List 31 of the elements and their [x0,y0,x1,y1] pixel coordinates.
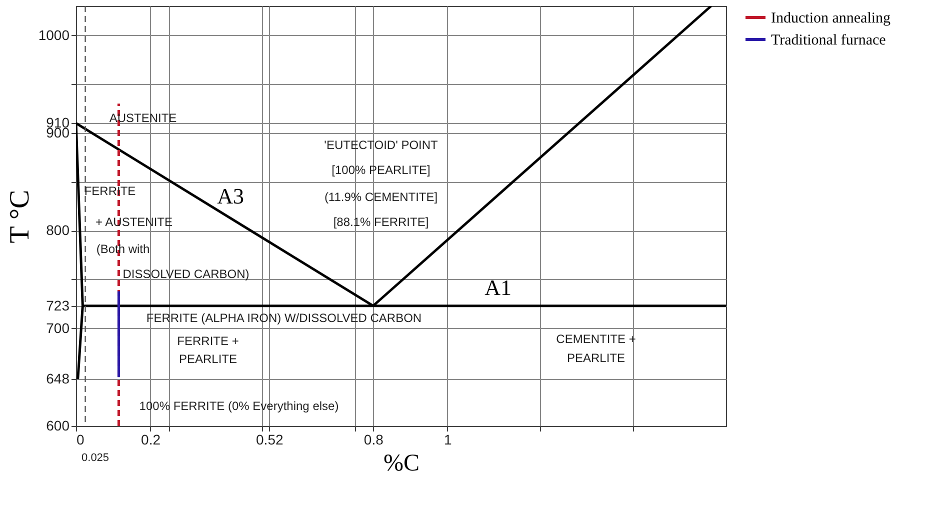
annotation: [88.1% FERRITE] [333,215,429,229]
x-tick-label: 0.8 [364,432,384,448]
annotation: A3 [217,184,244,209]
x-axis-title: %C [384,450,420,476]
annotation: FERRITE (ALPHA IRON) W/DISSOLVED CARBON [146,311,422,325]
annotation: DISSOLVED CARBON) [122,267,250,281]
annotation: 100% FERRITE (0% Everything else) [139,399,339,413]
annotation: (11.9% CEMENTITE] [324,190,438,204]
y-tick-label: 648 [46,370,70,387]
annotation: 'EUTECTOID' POINT [324,138,439,152]
annotation: PEARLITE [566,351,626,365]
annotation: (Both with [96,242,150,256]
y-tick-label: 723 [46,297,70,314]
x-tick-label: 1 [444,432,452,448]
annotation: CEMENTITE + [556,332,636,346]
y-axis-title: T °C [4,190,36,244]
annotation: [100% PEARLITE] [332,163,430,177]
annotation: FERRITE + [177,334,239,348]
x-tick-label: 0.52 [256,432,284,448]
annotation: 0.025 [82,452,110,464]
annotation: AUSTENITE [109,111,177,125]
y-tick-label: 800 [46,222,70,238]
legend-label: Traditional furnace [771,32,886,48]
x-tick-label: 0.2 [141,432,161,448]
annotation: A1 [484,274,512,300]
y-tick-label: 700 [46,320,70,336]
y-tick-label: 600 [46,418,70,434]
x-tick-label: 0 [76,432,84,448]
legend-label: Induction annealing [771,10,892,26]
annotation: PEARLITE [178,352,238,366]
y-tick-label: 1000 [38,26,70,43]
